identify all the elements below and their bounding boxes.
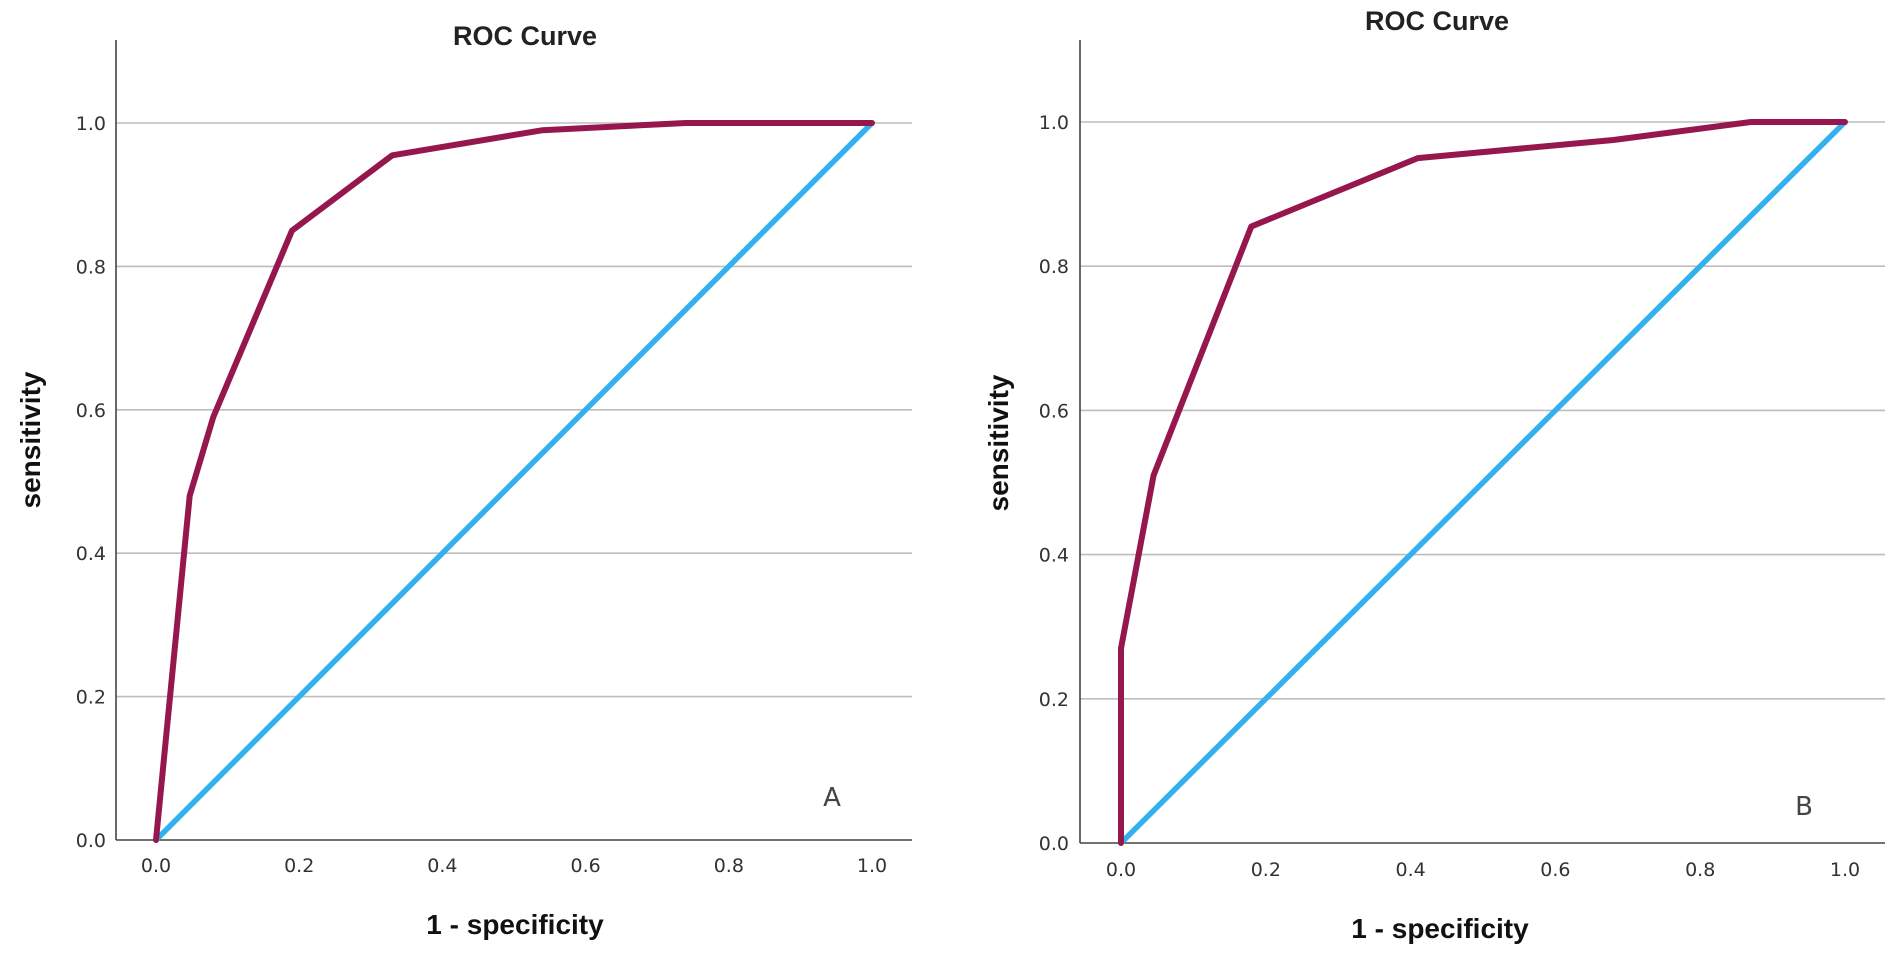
reference-line [1118,119,1848,846]
y-tick-label: 0.0 [1039,833,1069,855]
x-tick-label: 0.0 [141,855,171,877]
x-tick-label: 0.2 [284,855,314,877]
chart-b: 0.0 0.2 0.4 0.6 0.8 1.0 0.0 0.2 0.4 0.6 0.8 1.0 ROC … [983,6,1885,944]
chart-title: ROC Curve [1365,6,1509,36]
y-tick-label: 0.2 [76,687,106,709]
reference-line [153,120,875,843]
y-axis-label: sensitivity [15,371,46,508]
y-tick-label: 0.6 [1039,400,1069,422]
panel-letter: B [1795,792,1813,822]
y-tick-label: 0.0 [76,830,106,852]
x-tick-label: 0.8 [714,855,744,877]
chart-a: 0.0 0.2 0.4 0.6 0.8 1.0 0.0 0.2 0.4 0.6 0.8 1.0 ROC … [15,21,912,940]
y-tick-label: 0.4 [1039,545,1069,567]
x-tick-label: 0.6 [570,855,600,877]
x-tick-label: 1.0 [1830,859,1860,881]
x-tick-label: 0.8 [1685,859,1715,881]
y-tick-label: 1.0 [76,113,106,135]
y-axis-label: sensitivity [983,374,1014,511]
y-tick-label: 0.8 [76,256,106,278]
x-tick-label: 1.0 [857,855,887,877]
x-tick-label: 0.4 [427,855,457,877]
y-tick-label: 0.4 [76,543,106,565]
x-axis-label: 1 - specificity [426,909,604,940]
x-tick-label: 0.0 [1106,859,1136,881]
x-tick-label: 0.2 [1251,859,1281,881]
x-tick-label: 0.6 [1540,859,1570,881]
x-tick-label: 0.4 [1395,859,1425,881]
y-tick-label: 0.6 [76,400,106,422]
panel-letter: A [823,783,841,813]
chart-title: ROC Curve [453,21,597,51]
roc-curve-line [153,120,875,843]
y-tick-label: 1.0 [1039,112,1069,134]
roc-curve-line [1118,119,1848,846]
x-axis-label: 1 - specificity [1351,913,1529,944]
y-tick-label: 0.8 [1039,256,1069,278]
y-tick-label: 0.2 [1039,689,1069,711]
